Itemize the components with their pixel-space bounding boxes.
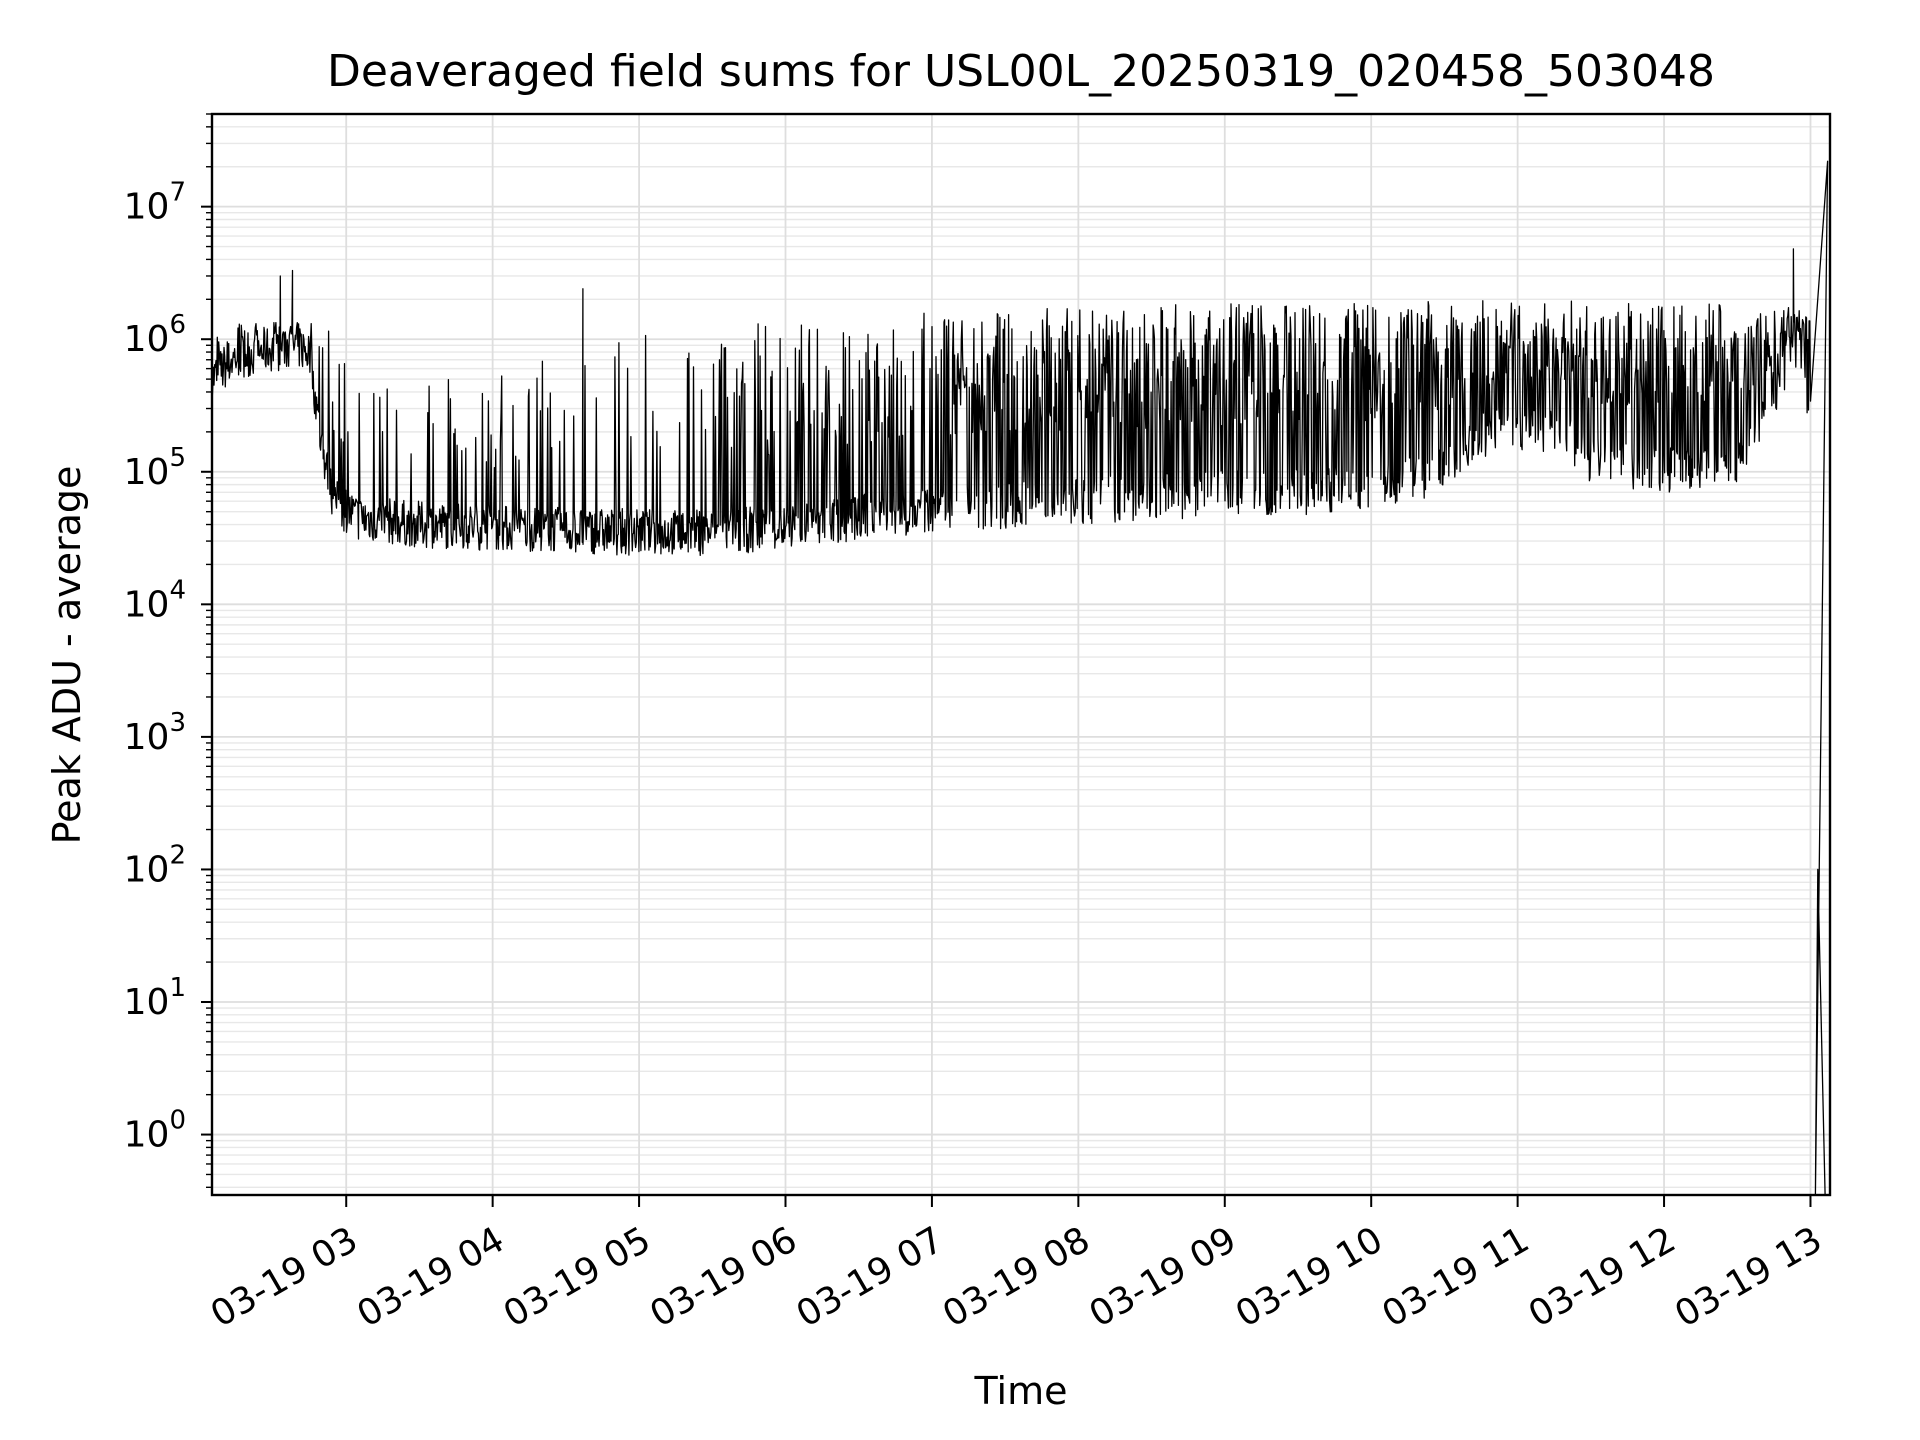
y-tick-label: 105 <box>124 443 186 493</box>
y-tick-label: 101 <box>124 973 186 1023</box>
y-tick-label: 107 <box>124 178 186 228</box>
plot-frame <box>210 112 1832 1197</box>
grid <box>212 113 1830 1195</box>
series-line <box>211 160 1829 1196</box>
y-tick-label: 106 <box>124 310 186 360</box>
y-tick-label: 100 <box>124 1106 186 1156</box>
y-tick-label: 104 <box>124 575 186 625</box>
series-path <box>211 160 1829 1196</box>
y-tick-label: 102 <box>124 840 186 890</box>
chart-title: Deaveraged field sums for USL00L_2025031… <box>327 46 1715 97</box>
y-axis-label: Peak ADU - average <box>45 466 89 845</box>
y-tick-label: 103 <box>124 708 186 758</box>
y-axis: 100 101 102 103 104 105 106 107 <box>124 113 212 1189</box>
x-axis-label: Time <box>974 1369 1068 1413</box>
